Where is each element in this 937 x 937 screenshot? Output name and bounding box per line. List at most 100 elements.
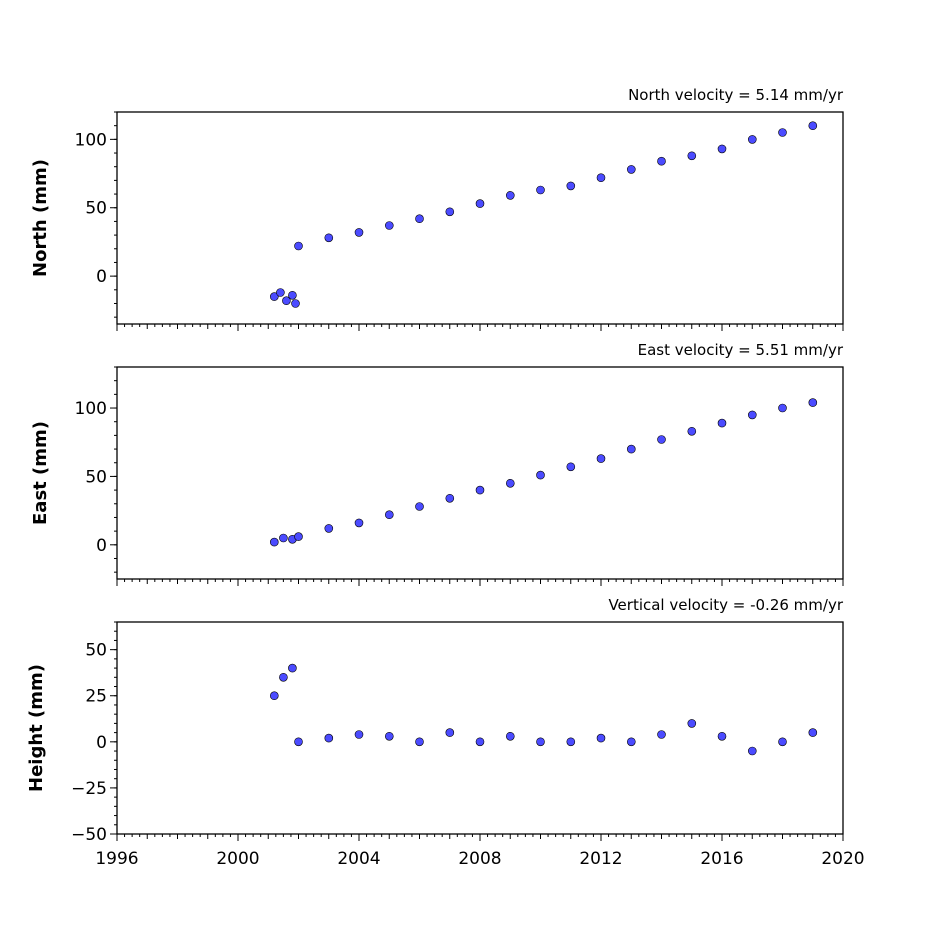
height-data-point: [294, 737, 303, 747]
height-data-point: [747, 746, 757, 756]
east-data-point: [294, 532, 303, 541]
north-data-point: [324, 233, 334, 243]
east-data-point: [596, 454, 606, 463]
east-y-tick-label: 100: [75, 399, 107, 419]
north-data-point: [596, 173, 606, 182]
east-ylabel: East (mm): [30, 421, 51, 525]
north-data-point: [536, 185, 545, 195]
height-data-point: [384, 731, 394, 741]
east-title: East velocity = 5.51 mm/yr: [638, 341, 844, 359]
height-y-ticks: −50 −25 0 25 50: [71, 621, 117, 845]
north-data-point: [445, 207, 455, 217]
east-data-point: [778, 403, 787, 413]
north-y-tick-label: 100: [75, 130, 107, 150]
east-data-point: [269, 537, 279, 547]
north-data-point: [475, 199, 485, 208]
height-x-tick-label: 2016: [700, 849, 743, 869]
height-data-point: [778, 737, 787, 747]
height-data-point: [324, 733, 334, 743]
height-points: [269, 663, 818, 756]
east-points: [269, 398, 818, 547]
height-data-point: [808, 728, 818, 737]
north-x-ticks: [116, 324, 844, 331]
east-data-point: [445, 493, 455, 503]
north-data-point: [657, 156, 666, 166]
east-data-point: [384, 510, 394, 520]
north-data-point: [747, 135, 757, 144]
height-data-point: [626, 737, 636, 747]
east-data-point: [626, 444, 636, 454]
north-data-point: [294, 241, 303, 251]
north-points: [269, 121, 818, 308]
height-ylabel: Height (mm): [26, 664, 47, 792]
height-x-tick-label: 1996: [95, 849, 138, 869]
north-title: North velocity = 5.14 mm/yr: [628, 86, 844, 104]
north-data-point: [282, 296, 291, 306]
east-data-point: [505, 478, 515, 488]
north-ylabel: North (mm): [30, 159, 51, 277]
height-data-point: [505, 731, 515, 741]
east-data-point: [747, 410, 757, 420]
height-y-tick-label: 0: [96, 733, 107, 753]
east-data-point: [324, 524, 334, 533]
panel-east: East velocity = 5.51 mm/yr East (mm) 0 50…: [30, 341, 844, 586]
height-y-tick-label: −25: [71, 779, 107, 799]
height-axes-frame: [116, 621, 844, 835]
height-x-tick-label: 2008: [458, 849, 501, 869]
north-data-point: [291, 299, 300, 308]
height-data-point: [415, 737, 424, 747]
north-data-point: [276, 288, 285, 297]
north-y-ticks: 0 50 100: [75, 111, 117, 318]
north-data-point: [566, 181, 576, 191]
height-data-point: [279, 672, 288, 682]
east-y-ticks: 0 50 100: [75, 366, 117, 573]
east-data-point: [475, 485, 485, 495]
east-data-point: [687, 426, 697, 436]
north-data-point: [626, 165, 636, 174]
north-data-point: [354, 228, 364, 237]
north-data-point: [717, 144, 727, 154]
height-data-point: [288, 663, 297, 673]
east-data-point: [808, 398, 818, 407]
height-x-tick-label: 2000: [216, 849, 259, 869]
panel-north: North velocity = 5.14 mm/yr North (mm) 0…: [30, 86, 844, 331]
height-data-point: [717, 731, 727, 741]
panel-height: Vertical velocity = -0.26 mm/yr Height (…: [26, 596, 865, 869]
east-data-point: [536, 470, 545, 480]
height-x-tick-label: 2020: [821, 849, 864, 869]
north-y-tick-label: 0: [96, 267, 107, 287]
height-data-point: [475, 737, 485, 747]
north-axes-frame: [116, 111, 844, 325]
height-data-point: [445, 728, 455, 737]
north-data-point: [288, 290, 297, 300]
north-data-point: [778, 128, 787, 137]
height-y-tick-label: −50: [71, 825, 107, 845]
east-data-point: [717, 418, 727, 428]
height-data-point: [536, 737, 545, 747]
east-axes-frame: [116, 366, 844, 580]
height-x-tick-label: 2004: [337, 849, 380, 869]
north-data-point: [808, 121, 818, 130]
east-data-point: [279, 533, 288, 543]
height-data-point: [354, 730, 364, 739]
height-data-point: [566, 737, 576, 747]
east-y-tick-label: 50: [85, 467, 107, 487]
north-data-point: [384, 221, 394, 230]
north-y-tick-label: 50: [85, 199, 107, 219]
east-x-ticks: [116, 579, 844, 586]
north-data-point: [505, 191, 515, 200]
east-data-point: [566, 462, 576, 472]
height-y-tick-label: 50: [85, 641, 107, 661]
east-data-point: [657, 435, 666, 444]
height-data-point: [657, 730, 666, 739]
height-x-tick-label: 2012: [579, 849, 622, 869]
north-data-point: [269, 292, 279, 301]
north-data-point: [687, 151, 697, 161]
height-x-ticks: 1996 2000 2004 2008 2012 2016 2020: [95, 834, 865, 869]
east-data-point: [354, 518, 364, 528]
height-title: Vertical velocity = -0.26 mm/yr: [608, 596, 843, 614]
east-y-tick-label: 0: [96, 536, 107, 556]
east-data-point: [415, 502, 424, 511]
height-y-tick-label: 25: [85, 687, 107, 707]
